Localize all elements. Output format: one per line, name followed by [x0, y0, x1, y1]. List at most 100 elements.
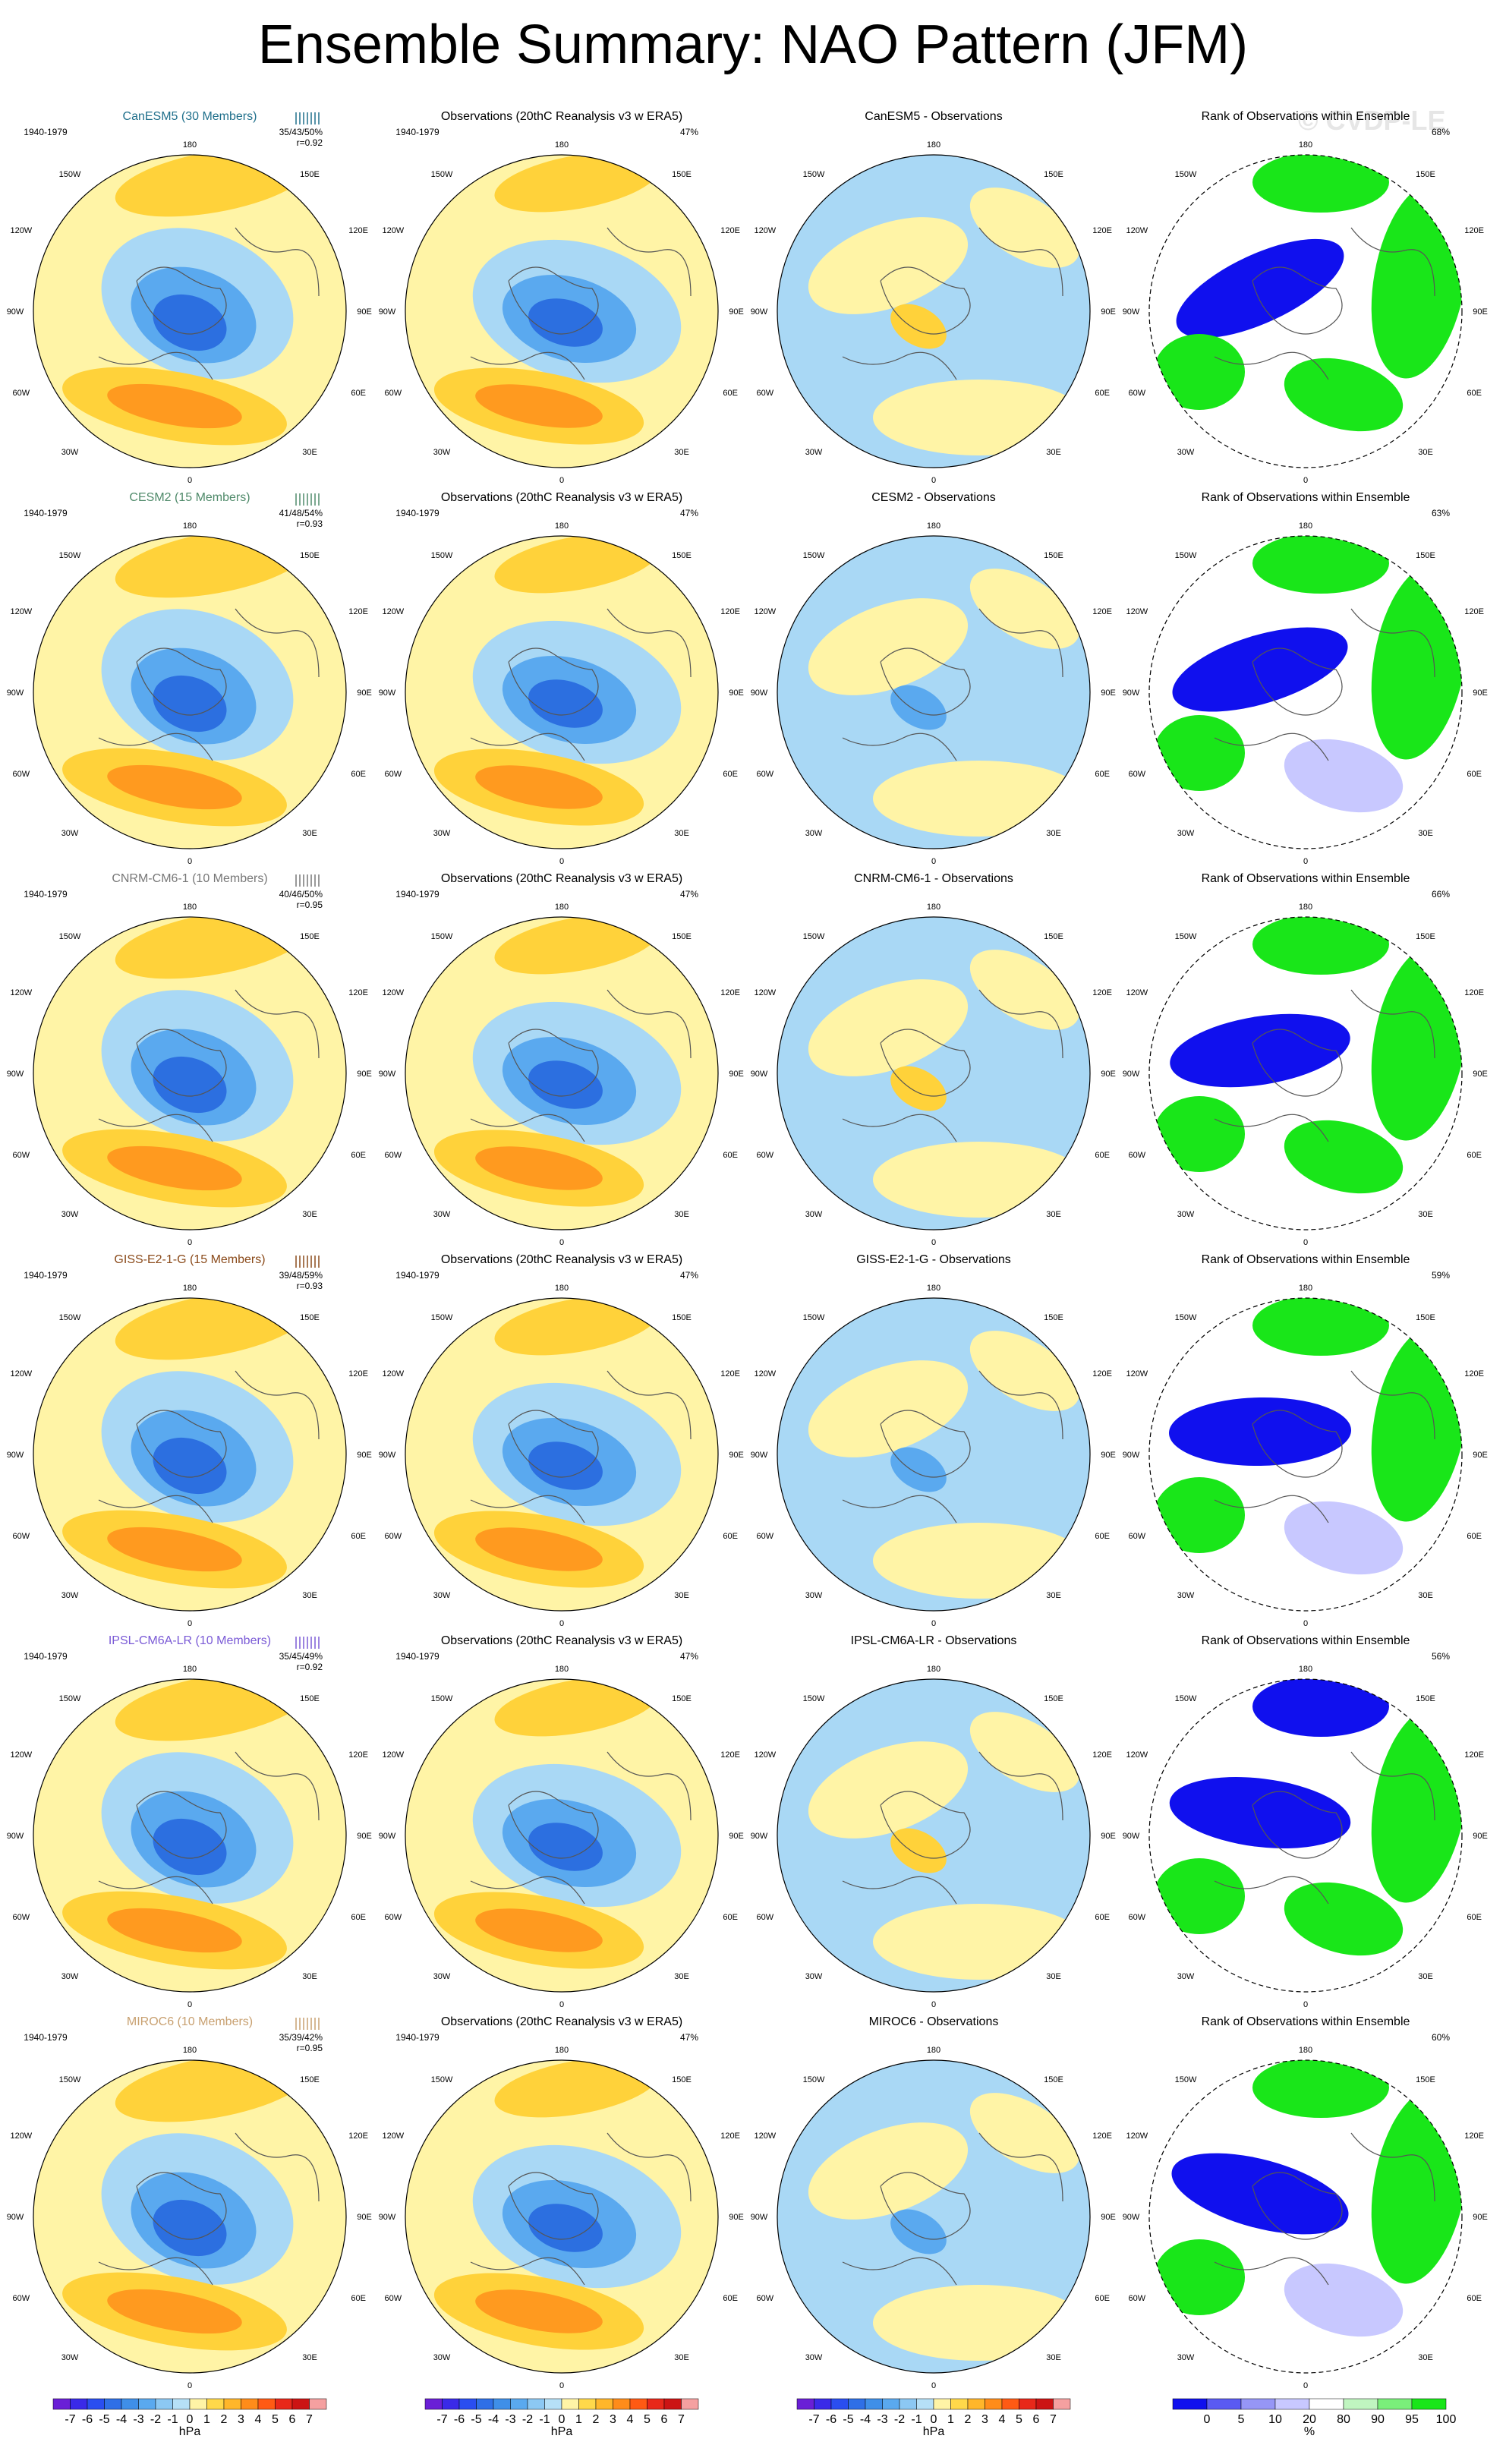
colorbar-label: -7 [436, 2413, 447, 2426]
positive-anomaly [494, 155, 660, 213]
map-border [1148, 154, 1463, 468]
coastline [606, 2132, 692, 2202]
coastline [1214, 1876, 1329, 1905]
positive-anomaly [494, 536, 660, 594]
map-tick-label: 120W [382, 226, 404, 235]
map-border [777, 154, 1091, 468]
map-tick-label: 120E [1092, 1750, 1112, 1760]
diff-panel-title: CESM2 - Observations [871, 491, 996, 504]
map-tick-label: 180 [927, 903, 940, 912]
positive-anomaly [475, 765, 603, 809]
period-label: 1940-1979 [395, 127, 440, 137]
map-tick-label: 30E [1046, 448, 1061, 457]
map-tick-label: 60W [13, 770, 30, 779]
map-tick-label: 30W [61, 2353, 79, 2362]
map-tick-label: 0 [559, 1238, 564, 1247]
map-tick-label: 90E [729, 1070, 744, 1079]
map-tick-label: 60E [1467, 770, 1482, 779]
rank-region [1284, 358, 1404, 432]
rank-panel-title: Rank of Observations within Ensemble [1202, 491, 1410, 504]
positive-anomaly [873, 2285, 1085, 2361]
colorbar-unit: hPa [179, 2425, 201, 2438]
colorbar-label: 100 [1436, 2413, 1457, 2426]
map-tick-label: 30E [1418, 448, 1433, 457]
map-fill [1149, 536, 1462, 849]
coastline [1252, 2172, 1343, 2240]
positive-anomaly [107, 1908, 242, 1953]
map-tick-label: 150E [1416, 170, 1435, 179]
colorbar-label: 6 [661, 2413, 668, 2426]
colorbar-swatch [493, 2398, 511, 2410]
positive-anomaly [107, 383, 242, 429]
map-tick-label: 60E [723, 2294, 738, 2303]
map-tick-label: 30E [1046, 1972, 1061, 1981]
map-tick-label: 60E [351, 2294, 366, 2303]
coastline [606, 608, 692, 678]
map-tick-label: 0 [559, 2381, 564, 2390]
map-tick-label: 90W [1123, 1832, 1140, 1841]
map-border [1148, 535, 1463, 849]
colorbar-swatch [899, 2398, 917, 2410]
map-tick-label: 0 [187, 857, 192, 866]
colorbar-swatch [1172, 2398, 1208, 2410]
map-tick-label: 120W [382, 1369, 404, 1379]
map-tick-label: 30W [805, 1210, 823, 1219]
positive-anomaly [969, 569, 1080, 649]
map-tick-label: 150W [59, 551, 81, 560]
colorbar-label: -2 [522, 2413, 533, 2426]
map-tick-label: 90E [1473, 688, 1488, 698]
negative-anomaly [153, 294, 227, 351]
map-tick-label: 150E [1044, 170, 1063, 179]
map-tick-label: 120E [1092, 1369, 1112, 1379]
colorbar-swatch [223, 2398, 241, 2410]
map-tick-label: 30E [1418, 829, 1433, 838]
map-tick-label: 90W [379, 1070, 396, 1079]
colorbar-label: -1 [911, 2413, 922, 2426]
coastline [470, 1876, 585, 1905]
coastline [1350, 1370, 1435, 1440]
map-tick-label: 0 [559, 2000, 564, 2009]
map-tick-label: 60E [1467, 2294, 1482, 2303]
map-tick-label: 90E [1101, 1832, 1116, 1841]
colorbar-label: -1 [167, 2413, 178, 2426]
map-tick-label: 180 [555, 140, 569, 150]
pattern-correlation: r=0.92 [297, 1662, 323, 1672]
map-tick-label: 180 [555, 521, 569, 531]
negative-anomaly [528, 679, 603, 728]
colorbar-rank: 0 5 10 20 80 90 95 100% [1172, 2398, 1457, 2438]
map-tick-label: 60W [385, 1532, 402, 1541]
map-tick-label: 60E [723, 770, 738, 779]
map-tick-label: 120W [10, 2132, 32, 2141]
map-tick-label: 90E [729, 307, 744, 317]
map-tick-label: 90W [379, 307, 396, 317]
colorbar-label: -4 [116, 2413, 127, 2426]
positive-anomaly [107, 1527, 242, 1572]
colorbar-swatch [458, 2398, 477, 2410]
map-tick-label: 30E [674, 1972, 689, 1981]
map-border [777, 535, 1091, 849]
colorbar-label: 3 [981, 2413, 988, 2426]
map-tick-label: 90E [357, 2213, 372, 2222]
map-tick-label: 30E [674, 829, 689, 838]
map-tick-label: 30W [805, 1591, 823, 1600]
colorbar-swatch [1206, 2398, 1242, 2410]
map-tick-label: 30W [433, 2353, 451, 2362]
coastline [978, 1751, 1063, 1821]
rank-pct: 63% [1432, 508, 1450, 518]
colorbar-label: 5 [644, 2413, 651, 2426]
map-fill [33, 536, 346, 849]
map-border [777, 2059, 1091, 2374]
map-tick-label: 150E [1044, 2075, 1063, 2084]
model-row-1: CESM2 (15 Members) 1940-1979 41/48/54%r=0.… [7, 491, 1488, 866]
map-tick-label: 150E [300, 170, 320, 179]
map-tick-label: 150E [300, 2075, 320, 2084]
map-tick-label: 180 [1299, 140, 1312, 150]
map-fill [405, 2060, 718, 2373]
map-tick-label: 150E [672, 551, 692, 560]
colorbar-swatch [967, 2398, 985, 2410]
colorbar-swatch [257, 2398, 276, 2410]
coastline [880, 648, 971, 716]
map-tick-label: 120E [348, 226, 368, 235]
colorbar-swatch [424, 2398, 443, 2410]
map-tick-label: 30E [302, 1591, 317, 1600]
